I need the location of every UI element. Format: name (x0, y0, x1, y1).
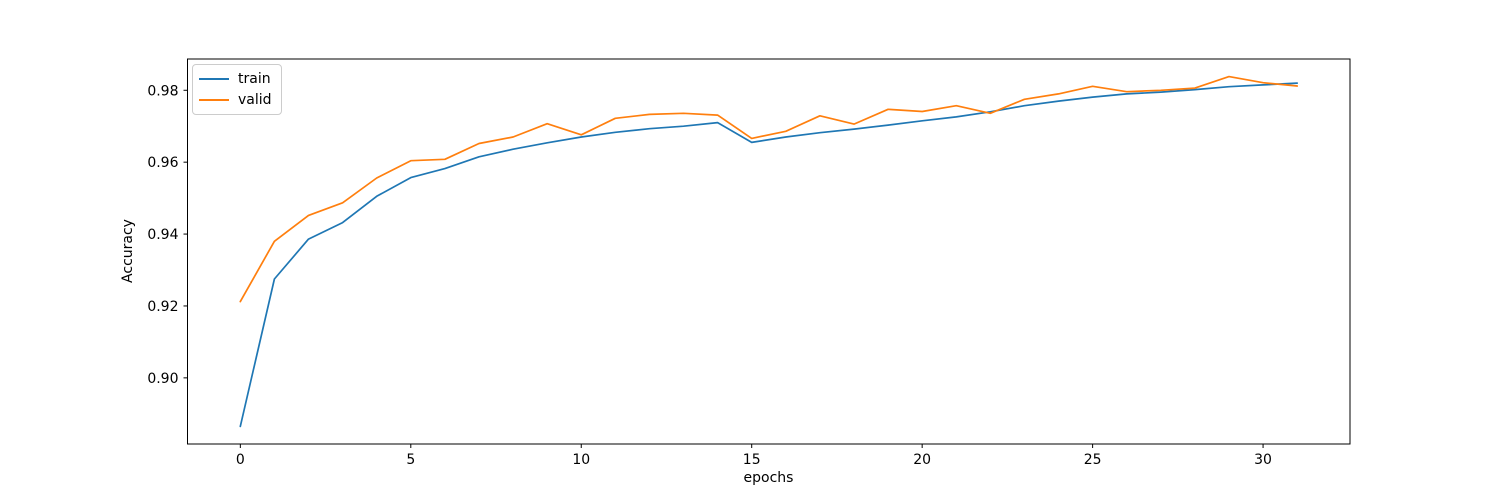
x-tick-label: 25 (1084, 452, 1102, 468)
legend-item-train: train (199, 70, 273, 88)
y-tick-label: 0.98 (147, 83, 178, 99)
y-tick-label: 0.92 (147, 299, 178, 315)
legend-label-valid: valid (238, 92, 272, 108)
plot-frame (187, 58, 1351, 445)
valid-line-sample (199, 99, 229, 101)
x-axis-label: epochs (743, 470, 794, 486)
x-tick-label: 30 (1254, 452, 1272, 468)
x-tick-label: 15 (743, 452, 761, 468)
valid-line (239, 75, 1299, 303)
x-tick-label: 20 (913, 452, 931, 468)
y-tick-label: 0.94 (147, 227, 178, 243)
y-tick-label: 0.96 (147, 155, 178, 171)
x-tick-label: 10 (572, 452, 590, 468)
train-line (239, 82, 1299, 428)
legend: train valid (192, 64, 282, 115)
y-tick-label: 0.90 (147, 371, 178, 387)
legend-label-train: train (238, 71, 271, 87)
x-tick-label: 5 (406, 452, 415, 468)
y-axis-label: Accuracy (120, 219, 136, 283)
train-line-sample (199, 78, 229, 80)
x-tick-label: 0 (236, 452, 245, 468)
legend-item-valid: valid (199, 91, 273, 109)
